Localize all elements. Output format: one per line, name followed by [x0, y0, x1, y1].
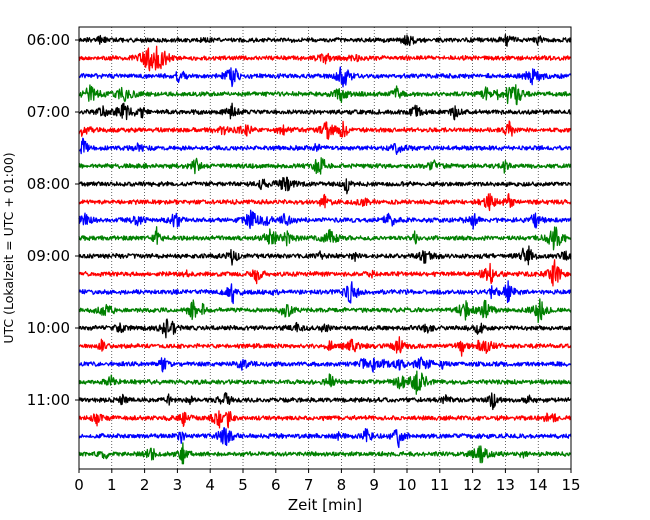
x-tick-label: 0 — [74, 476, 84, 494]
plot-frame — [78, 26, 572, 470]
seismogram-trace — [78, 137, 572, 156]
x-tick-label: 1 — [107, 476, 117, 494]
seismogram-trace — [78, 245, 572, 266]
x-tick-label: 10 — [397, 476, 416, 494]
seismogram-trace — [78, 280, 572, 305]
seismogram-trace — [78, 370, 572, 395]
x-tick-label: 3 — [173, 476, 183, 494]
x-tick-label: 4 — [205, 476, 215, 494]
x-tick-label: 6 — [271, 476, 281, 494]
y-axis-label: UTC (Lokalzeit = UTC + 01:00) — [1, 152, 16, 343]
y-tick-label: 08:00 — [27, 175, 70, 193]
seismogram-trace — [78, 33, 572, 47]
y-tick-label: 06:00 — [27, 31, 70, 49]
x-tick-label: 7 — [304, 476, 314, 494]
seismogram-trace — [78, 84, 572, 106]
x-tick-label: 2 — [140, 476, 150, 494]
x-tick-label: 5 — [238, 476, 248, 494]
seismogram-trace — [78, 336, 572, 357]
y-tick-label: 11:00 — [27, 391, 70, 409]
seismogram-trace — [78, 193, 572, 212]
x-tick-label: 14 — [529, 476, 548, 494]
y-tick-label: 10:00 — [27, 319, 70, 337]
x-tick-label: 11 — [430, 476, 449, 494]
seismogram-trace — [78, 427, 572, 449]
x-tick-label: 12 — [463, 476, 482, 494]
x-axis: 0 1 2 3 4 5 6 7 8 9 10 11 12 13 14 15 — [74, 469, 581, 494]
x-tick-label: 9 — [369, 476, 379, 494]
seismogram-trace — [78, 45, 572, 72]
seismogram-trace — [78, 157, 572, 175]
seismogram-trace — [78, 66, 572, 88]
seismogram-trace — [78, 356, 572, 373]
seismogram-trace — [78, 392, 572, 411]
seismogram-trace — [78, 209, 572, 230]
y-axis: 06:00 07:00 08:00 09:00 10:00 11:00 — [27, 31, 79, 409]
y-tick-label: 07:00 — [27, 103, 70, 121]
seismogram-trace — [78, 259, 572, 287]
seismogram-trace — [78, 318, 572, 339]
x-tick-label: 13 — [496, 476, 515, 494]
plot-area-background — [79, 27, 571, 469]
x-tick-label: 15 — [561, 476, 580, 494]
y-tick-label: 09:00 — [27, 247, 70, 265]
x-axis-label: Zeit [min] — [288, 496, 362, 514]
seismogram-trace — [78, 226, 572, 251]
seismogram-trace — [78, 298, 572, 324]
seismogram-trace — [78, 102, 572, 121]
seismogram-traces — [78, 33, 572, 465]
seismogram-trace — [78, 442, 572, 465]
seismogram-trace — [78, 176, 572, 195]
seismogram-trace — [78, 120, 572, 140]
x-tick-label: 8 — [337, 476, 347, 494]
seismogram-trace — [78, 410, 572, 429]
